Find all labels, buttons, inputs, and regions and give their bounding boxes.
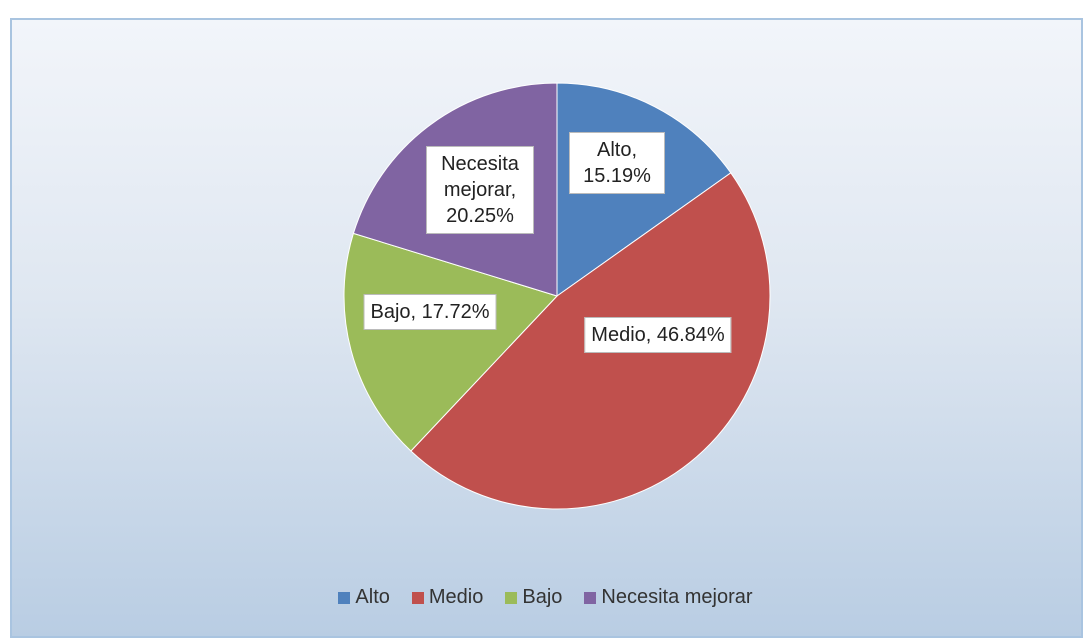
- legend: Alto Medio Bajo Necesita mejorar: [0, 586, 1091, 609]
- data-label: Bajo, 17.72%: [363, 294, 497, 330]
- legend-item: Medio: [411, 586, 484, 609]
- data-label: Medio, 46.84%: [584, 317, 732, 353]
- legend-label: Medio: [428, 586, 484, 608]
- legend-label: Bajo: [522, 586, 563, 608]
- legend-item: Necesita mejorar: [584, 586, 753, 609]
- legend-item: Bajo: [505, 586, 562, 609]
- legend-label: Necesita mejorar: [601, 586, 753, 608]
- legend-swatch: [411, 591, 424, 604]
- legend-swatch: [338, 591, 351, 604]
- pie-slice: [343, 232, 558, 452]
- legend-item: Alto: [338, 586, 390, 609]
- data-label: Alto, 15.19%: [569, 132, 665, 194]
- legend-label: Alto: [355, 586, 390, 608]
- data-label: Necesita mejorar, 20.25%: [426, 146, 534, 234]
- legend-swatch: [505, 591, 518, 604]
- legend-swatch: [584, 591, 597, 604]
